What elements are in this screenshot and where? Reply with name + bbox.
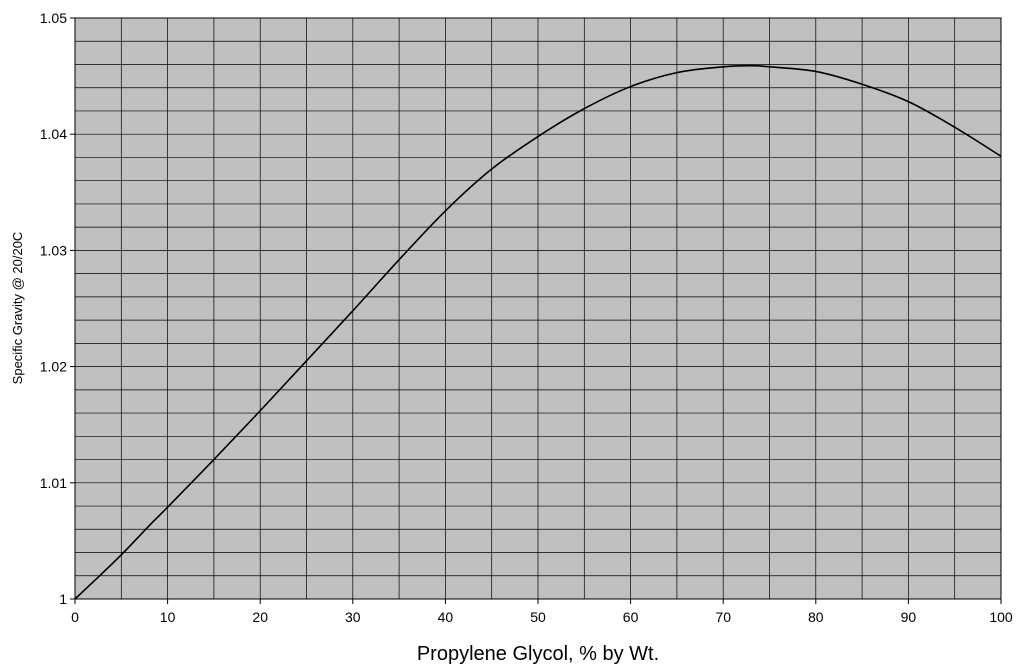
y-tick-label: 1.03 (40, 242, 67, 258)
x-tick-label: 60 (623, 609, 639, 625)
x-tick-label: 90 (901, 609, 917, 625)
y-tick-label: 1.05 (40, 10, 67, 26)
x-tick-label: 100 (989, 609, 1013, 625)
x-tick-labels: 0 10 20 30 40 50 60 70 80 90 100 (71, 609, 1013, 625)
x-tick-label: 30 (345, 609, 361, 625)
y-axis-title: Specific Gravity @ 20/20C (10, 232, 25, 385)
x-tick-label: 10 (160, 609, 176, 625)
x-tick-label: 20 (252, 609, 268, 625)
plot-border (74, 17, 1002, 600)
y-tick-labels: 1 1.01 1.02 1.03 1.04 1.05 (40, 10, 67, 607)
x-tick-label: 80 (808, 609, 824, 625)
x-axis-title: Propylene Glycol, % by Wt. (417, 643, 659, 665)
y-tick-label: 1 (59, 591, 67, 607)
axis-ticks (70, 17, 1002, 604)
y-tick-label: 1.01 (40, 475, 67, 491)
x-tick-label: 70 (715, 609, 731, 625)
grid-lines (75, 18, 1001, 599)
x-tick-label: 0 (71, 609, 79, 625)
y-tick-label: 1.04 (40, 126, 67, 142)
x-tick-label: 40 (438, 609, 454, 625)
x-tick-label: 50 (530, 609, 546, 625)
series-line (74, 64, 1002, 600)
y-tick-label: 1.02 (40, 359, 67, 375)
